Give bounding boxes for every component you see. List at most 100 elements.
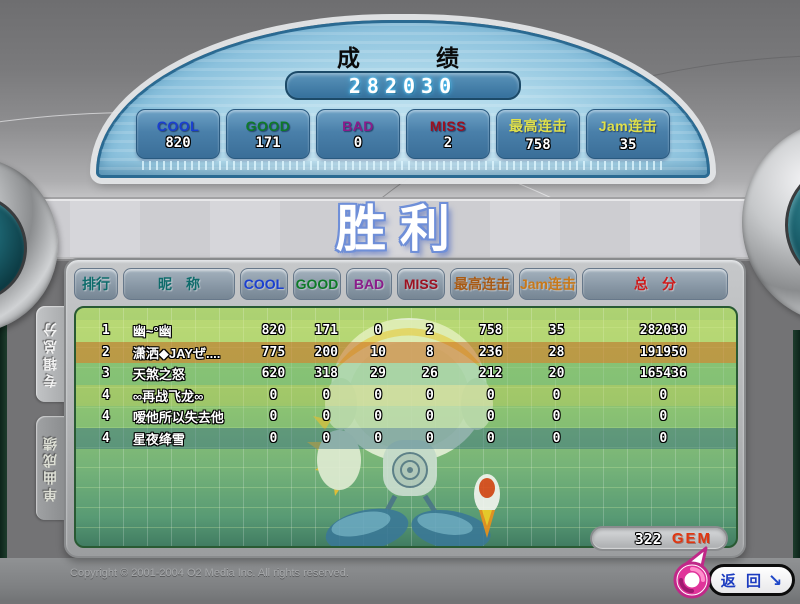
right-edge-trim bbox=[793, 330, 800, 558]
total-score-display: 282030 bbox=[285, 71, 521, 100]
cell: 10 bbox=[370, 344, 386, 360]
cell: 775 bbox=[261, 344, 286, 360]
tab-label: 专辑总分 bbox=[42, 320, 58, 388]
score-dome: 成 绩 282030 COOL 820 GOOD 171 BAD 0 MISS 2 最高连击 75… bbox=[96, 20, 710, 178]
cell: 26 bbox=[422, 366, 438, 382]
cell: 212 bbox=[479, 366, 503, 382]
stat-box-cool: COOL 820 bbox=[136, 109, 220, 159]
stat-label: GOOD bbox=[245, 117, 291, 134]
stat-label: BAD bbox=[342, 117, 374, 134]
gem-value: 322 bbox=[634, 529, 662, 548]
ranking-rows: 1 幽~°幽 820 171 0 2 758 35 282030 2 潇洒◆JAYぜ.... 775 2… bbox=[76, 320, 736, 449]
table-row: 1 幽~°幽 820 171 0 2 758 35 282030 bbox=[76, 320, 736, 342]
cell: 0 bbox=[269, 430, 278, 446]
cell: 0 bbox=[426, 387, 434, 403]
stat-value: 171 bbox=[255, 134, 281, 151]
cell: 4 bbox=[102, 387, 110, 403]
stat-box-最高连击: 最高连击 758 bbox=[496, 109, 580, 159]
stat-label: Jam连击 bbox=[598, 117, 658, 134]
cell: 0 bbox=[374, 430, 383, 446]
column-header: 最高连击 bbox=[450, 268, 514, 300]
cell: 318 bbox=[314, 366, 338, 382]
return-arrow-icon: ↘ bbox=[767, 570, 783, 590]
cell: 0 bbox=[269, 387, 278, 403]
cell: 0 bbox=[552, 387, 561, 403]
cell: 0 bbox=[269, 409, 278, 425]
column-header: MISS bbox=[397, 268, 445, 300]
table-row: 3 天煞之怒 620 318 29 26 212 20 165436 bbox=[76, 363, 736, 385]
score-title: 成 绩 bbox=[337, 45, 469, 71]
stat-box-bad: BAD 0 bbox=[316, 109, 400, 159]
cell: 28 bbox=[548, 344, 565, 360]
cell: 8 bbox=[426, 344, 434, 360]
cell: 620 bbox=[261, 366, 286, 382]
cell: 星夜绛雪 bbox=[132, 431, 185, 447]
stat-value: 2 bbox=[443, 134, 453, 151]
cell: 236 bbox=[479, 344, 503, 360]
table-row: 4 ∞再战飞龙∞ 0 0 0 0 0 0 0 bbox=[76, 384, 736, 407]
cell: 171 bbox=[314, 323, 338, 339]
table-row: 4 星夜绛雪 0 0 0 0 0 0 0 bbox=[76, 427, 736, 450]
total-score-value: 282030 bbox=[348, 73, 458, 98]
gem-counter: 322 GEM bbox=[590, 526, 728, 551]
stat-value: 758 bbox=[525, 136, 551, 153]
stat-label: 最高连击 bbox=[509, 117, 567, 134]
victory-banner: 胜利 bbox=[0, 197, 800, 261]
table-row: 2 潇洒◆JAYぜ.... 775 200 10 8 236 28 191950 bbox=[76, 341, 736, 364]
cell: 29 bbox=[370, 366, 386, 382]
stat-label: COOL bbox=[156, 117, 200, 134]
gem-unit-label: GEM bbox=[671, 530, 712, 547]
stats-row: COOL 820 GOOD 171 BAD 0 MISS 2 最高连击 758 Jam连击 35 bbox=[136, 109, 670, 159]
cell: 0 bbox=[659, 387, 668, 403]
cell: 0 bbox=[659, 430, 668, 446]
cell: 潇洒◆JAYぜ.... bbox=[132, 345, 221, 361]
stat-box-miss: MISS 2 bbox=[406, 109, 490, 159]
cell: 758 bbox=[479, 323, 503, 339]
stat-box-good: GOOD 171 bbox=[226, 109, 310, 159]
column-header: BAD bbox=[346, 268, 392, 300]
stat-value: 820 bbox=[165, 134, 191, 151]
cell: 0 bbox=[426, 430, 434, 446]
column-header: GOOD bbox=[293, 268, 341, 300]
cell: 0 bbox=[486, 430, 495, 446]
stat-value: 0 bbox=[353, 134, 363, 151]
cell: 0 bbox=[374, 409, 383, 425]
back-button[interactable]: 返 回 ↘ bbox=[708, 564, 795, 596]
cell: 0 bbox=[552, 409, 561, 425]
mascot-illustration bbox=[307, 318, 500, 546]
cell: 0 bbox=[322, 430, 331, 446]
cell: 0 bbox=[374, 323, 383, 339]
dome-tick-marks bbox=[141, 161, 665, 170]
tab-album-total-score[interactable]: 专辑总分 bbox=[36, 306, 64, 402]
right-speaker-cone bbox=[785, 162, 800, 288]
top-metal-panel: 成 绩 282030 COOL 820 GOOD 171 BAD 0 MISS 2 最高连击 75… bbox=[0, 0, 800, 197]
tab-single-song-score[interactable]: 单曲成绩 bbox=[36, 416, 64, 520]
cell: 0 bbox=[486, 409, 495, 425]
cell: 35 bbox=[548, 323, 565, 339]
cell: 0 bbox=[322, 409, 331, 425]
stat-label: MISS bbox=[429, 117, 467, 134]
cell: 1 bbox=[102, 323, 110, 339]
stat-value: 35 bbox=[619, 136, 637, 153]
cell: 0 bbox=[322, 387, 331, 403]
cell: 天煞之怒 bbox=[132, 367, 185, 383]
column-header: 排行 bbox=[74, 268, 118, 300]
cell: 0 bbox=[486, 387, 495, 403]
cell: 820 bbox=[261, 323, 286, 339]
cell: 191950 bbox=[639, 344, 687, 360]
cell: ∞再战飞龙∞ bbox=[132, 388, 204, 404]
cell: 3 bbox=[102, 366, 110, 382]
cell: 165436 bbox=[639, 366, 687, 382]
column-header: Jam连击 bbox=[519, 268, 577, 300]
column-header: 总 分 bbox=[582, 268, 728, 300]
cell: 4 bbox=[102, 409, 110, 425]
tab-label: 单曲成绩 bbox=[42, 434, 58, 502]
copyright-text: Copyright © 2001-2004 O2 Media Inc. All … bbox=[70, 567, 349, 579]
cell: 嗳他所以失去他 bbox=[132, 410, 224, 426]
cell: 200 bbox=[314, 344, 338, 360]
cell: 幽~°幽 bbox=[132, 324, 172, 340]
cell: 2 bbox=[102, 344, 110, 360]
cell: 0 bbox=[659, 409, 668, 425]
bottom-metal-strip bbox=[0, 558, 800, 600]
cell: 4 bbox=[102, 430, 110, 446]
